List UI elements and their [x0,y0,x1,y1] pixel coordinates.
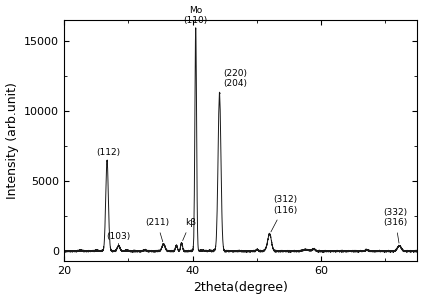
Y-axis label: Intensity (arb.unit): Intensity (arb.unit) [5,82,19,199]
Text: (103): (103) [107,232,131,246]
Text: (332)
(316): (332) (316) [383,208,407,243]
X-axis label: 2theta(degree): 2theta(degree) [193,281,288,294]
Text: (211): (211) [145,218,169,242]
Text: (312)
(116): (312) (116) [271,195,297,232]
Text: Mo
(110): Mo (110) [184,6,208,29]
Text: (220)
(204): (220) (204) [220,69,247,94]
Text: (112): (112) [96,148,120,161]
Text: kβ: kβ [183,218,196,241]
